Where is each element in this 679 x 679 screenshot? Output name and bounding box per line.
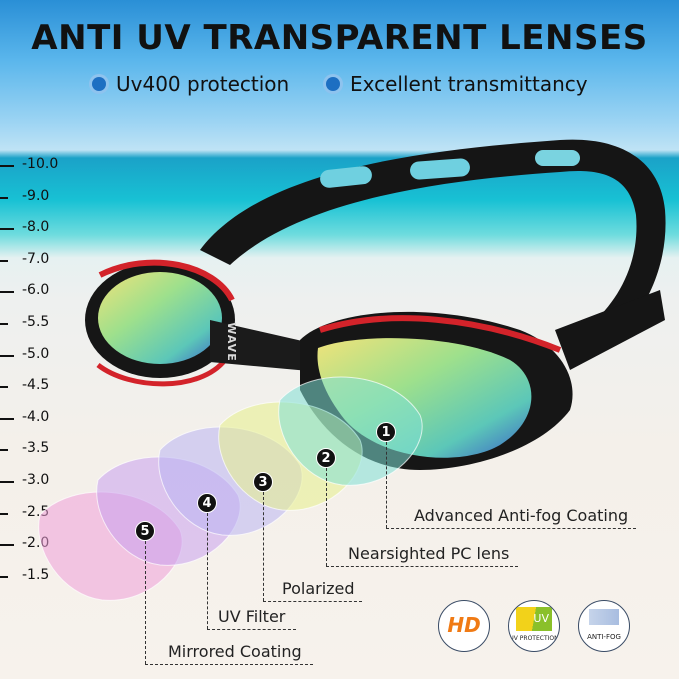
scale-label: -4.5 <box>22 377 50 394</box>
leader-line <box>207 629 296 630</box>
scale-label: -5.0 <box>22 345 50 362</box>
uv-protection-icon: UV <box>516 607 552 631</box>
strap-slot <box>535 150 580 166</box>
scale-label: -8.0 <box>22 219 50 236</box>
headline: ANTI UV TRANSPARENT LENSES <box>31 18 648 58</box>
scale-label: -3.0 <box>22 472 50 488</box>
frame-trim <box>319 315 562 353</box>
anti-fog-badge: ANTI-FOG <box>578 600 630 652</box>
scale-label: -4.0 <box>22 408 50 425</box>
leader-line <box>386 442 387 528</box>
scale-tick <box>0 449 8 452</box>
leader-line <box>386 528 636 529</box>
leader-line <box>207 513 208 629</box>
nose-bridge <box>210 320 320 372</box>
scale-label: -10.0 <box>22 156 59 172</box>
leader-line <box>326 566 518 567</box>
scale-label: -7.0 <box>22 250 50 267</box>
leader-line <box>263 601 362 602</box>
layer-label: Mirrored Coating <box>168 642 302 661</box>
layer-label: UV Filter <box>218 607 286 626</box>
layer-number-badge: 5 <box>135 521 155 541</box>
scale-tick <box>0 575 8 578</box>
leader-line <box>263 492 264 601</box>
strap-slot <box>410 158 470 180</box>
scale-label: -6.0 <box>22 282 50 299</box>
scale-tick <box>0 165 14 167</box>
strap <box>200 139 666 345</box>
frame-trim <box>96 358 227 387</box>
feature-text: Excellent transmittancy <box>350 72 588 96</box>
bullet-icon <box>92 77 106 91</box>
scale-tick <box>0 417 14 420</box>
hd-icon: HD <box>447 613 481 637</box>
scale-tick <box>0 544 14 547</box>
anti-fog-caption: ANTI-FOG <box>587 633 621 641</box>
leader-line <box>145 541 146 664</box>
leader-line <box>326 468 327 566</box>
uv-caption: UV PROTECTION <box>509 635 559 642</box>
left-lens <box>98 272 222 364</box>
scale-label: -1.5 <box>22 566 50 583</box>
brand-text: WAVE <box>225 322 238 361</box>
scale-label: -3.5 <box>22 440 50 457</box>
scale-label: -9.0 <box>22 187 50 204</box>
bullet-icon <box>326 77 340 91</box>
scale-tick <box>0 323 8 325</box>
layer-number-badge: 2 <box>316 448 336 468</box>
feature-text: Uv400 protection <box>116 72 290 96</box>
scale-tick <box>0 196 8 199</box>
scale-label: -5.5 <box>22 314 50 330</box>
layer-number-badge: 1 <box>376 422 396 442</box>
layer-number-badge: 3 <box>253 472 273 492</box>
scale-tick <box>0 354 14 357</box>
frame-trim <box>98 259 235 302</box>
feature-transmittancy: Excellent transmittancy <box>326 72 588 96</box>
hd-badge: HD <box>438 600 490 652</box>
scale-tick <box>0 512 8 515</box>
feature-uv400: Uv400 protection <box>92 72 289 96</box>
strap-slot <box>320 166 372 188</box>
strap-buckle <box>555 290 665 370</box>
scale-tick <box>0 481 14 483</box>
scale-tick <box>0 228 14 231</box>
layer-label: Advanced Anti-fog Coating <box>414 506 629 525</box>
scale-tick <box>0 386 8 389</box>
uv-protection-badge: UV UV PROTECTION <box>508 600 560 652</box>
layer-label: Nearsighted PC lens <box>348 544 510 563</box>
anti-fog-icon <box>589 609 619 625</box>
scale-tick <box>0 259 8 262</box>
leader-line <box>145 664 313 665</box>
lens-layers <box>38 376 423 601</box>
layer-number-badge: 4 <box>197 493 217 513</box>
uv-text: UV <box>533 612 549 625</box>
scale-tick <box>0 291 14 294</box>
layer-label: Polarized <box>282 579 355 598</box>
